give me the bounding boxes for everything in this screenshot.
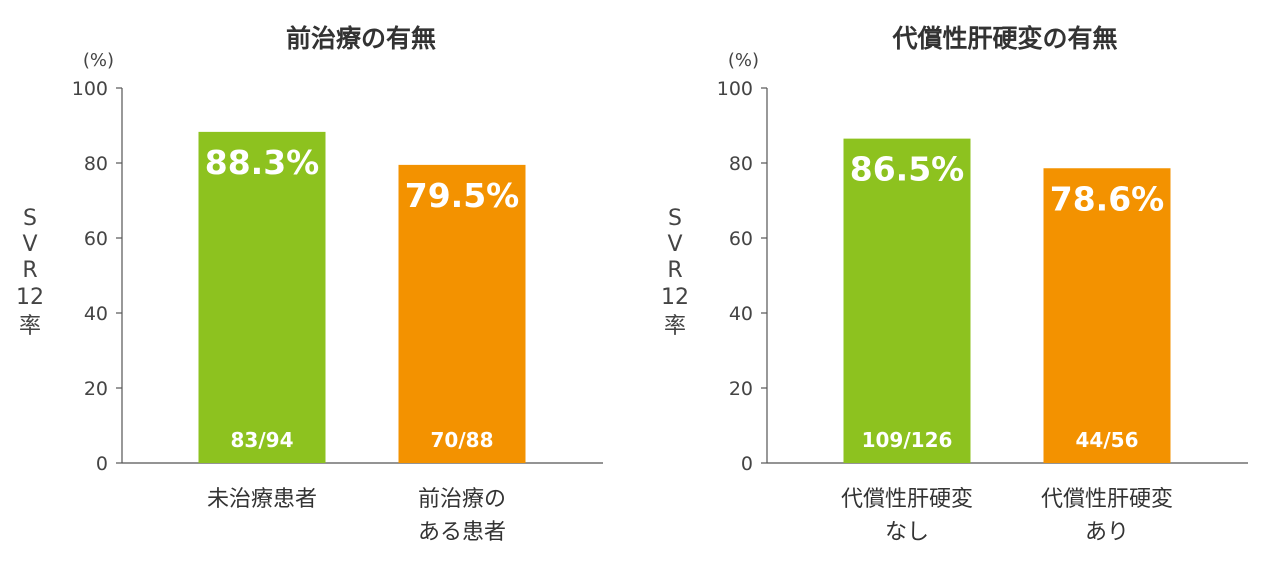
y-tick-label: 100 [717,78,753,100]
bar-1 [843,138,971,463]
y-tick-label: 40 [729,303,753,325]
y-tick-label: 0 [741,453,753,475]
y-tick-label: 40 [84,303,108,325]
chart-title: 代償性肝硬変の有無 [891,24,1117,53]
bar-2 [398,164,526,463]
y-tick-label: 60 [84,228,108,250]
y-tick-label: 60 [729,228,753,250]
x-category-label: 代償性肝硬変なし [841,487,973,545]
x-category-label: 未治療患者 [207,487,317,512]
chart-title: 前治療の有無 [286,24,436,53]
bar-value-label: 79.5% [405,176,520,215]
bar-count-label: 70/88 [431,428,494,452]
bar-value-label: 86.5% [850,150,965,189]
y-tick-label: 100 [72,78,108,100]
chart-panel-2: 代償性肝硬変の有無 (%) 0 20 40 60 80 100 S V R 12 率 86.5% 109/1… [661,24,1248,545]
bar-value-label: 78.6% [1050,179,1165,218]
bar-count-label: 44/56 [1076,428,1139,452]
y-axis-label: S V R 12 率 [661,206,689,339]
y-tick-label: 80 [729,153,753,175]
x-category-label: 前治療のある患者 [418,487,506,545]
bar-count-label: 83/94 [231,428,294,452]
y-axis-label: S V R 12 率 [16,206,44,339]
y-unit-label: (%) [83,50,114,71]
y-unit-label: (%) [728,50,759,71]
bar-count-label: 109/126 [862,428,953,452]
y-tick-label: 0 [96,453,108,475]
chart-panel-1: 前治療の有無 (%) 0 20 40 60 80 100 S V R 12 率 88.3% 83/94 未治療… [16,24,603,545]
bar-value-label: 88.3% [205,143,320,182]
y-tick-label: 20 [84,378,108,400]
y-tick-label: 80 [84,153,108,175]
bar-2 [1043,168,1171,463]
bar-1 [198,131,326,463]
x-category-label: 代償性肝硬変あり [1041,487,1173,545]
y-tick-label: 20 [729,378,753,400]
